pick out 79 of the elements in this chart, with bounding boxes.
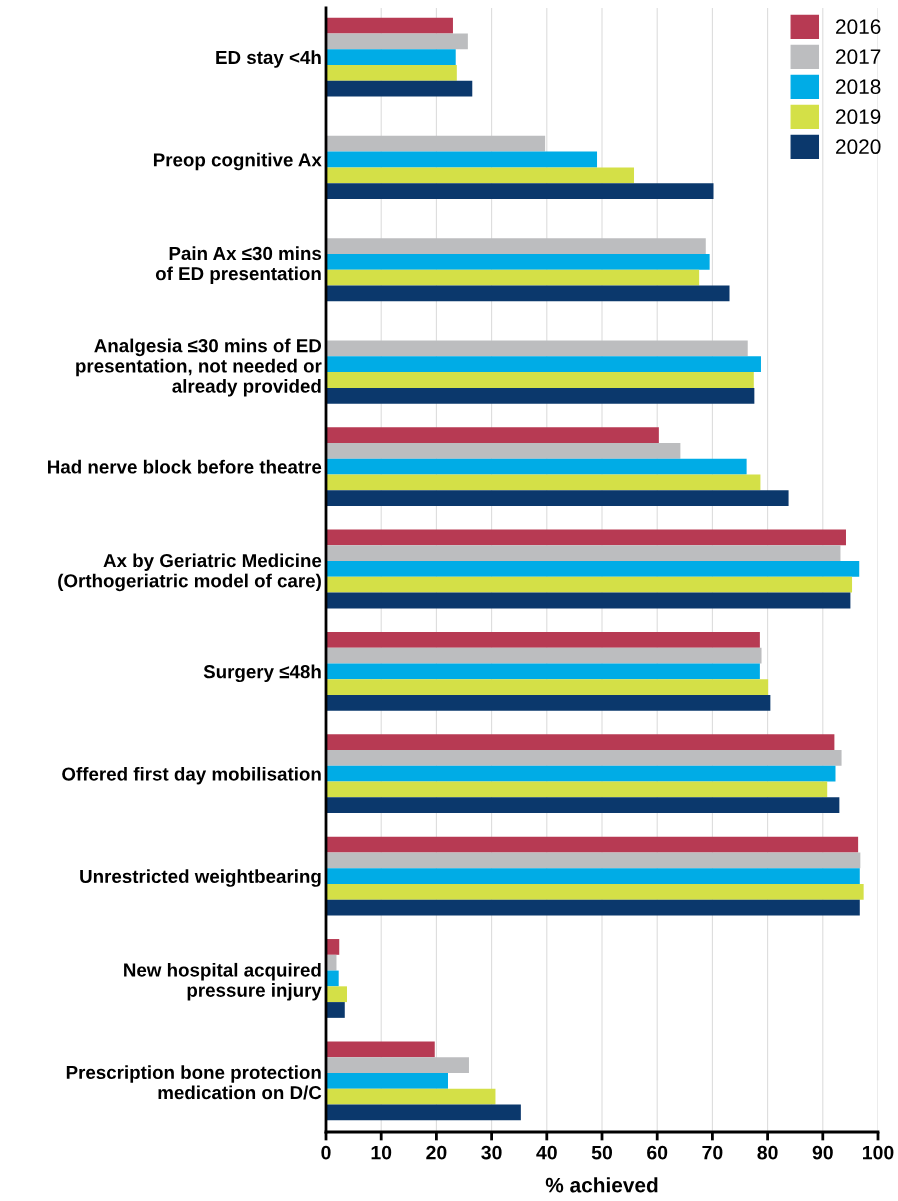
bar xyxy=(326,135,546,152)
y-tick-label: Unrestricted weightbearing xyxy=(80,869,321,887)
x-tick-label: 100 xyxy=(863,1145,894,1160)
bar xyxy=(326,529,846,546)
x-tick-label: 30 xyxy=(481,1145,502,1160)
bar xyxy=(326,781,828,798)
bar xyxy=(326,939,340,955)
bar xyxy=(326,852,861,869)
y-tick-label: Prescription bone protection medication on D/C xyxy=(66,1065,322,1100)
bar xyxy=(326,750,842,766)
bar xyxy=(326,238,706,254)
y-tick-label: Surgery ≤48h xyxy=(203,664,321,683)
bar xyxy=(326,372,754,388)
legend-label: 2017 xyxy=(836,49,881,65)
y-tick-label: Ax by Geriatric Medicine (Orthogeriatric model of care) xyxy=(58,553,322,592)
x-tick-label: 80 xyxy=(757,1145,778,1160)
y-tick-label: Preop cognitive Ax xyxy=(153,152,322,171)
bar xyxy=(326,545,841,562)
bar xyxy=(326,17,453,34)
x-tick-label: 10 xyxy=(371,1145,392,1160)
bar xyxy=(326,285,730,302)
bar xyxy=(326,1002,345,1018)
x-tick-label: 50 xyxy=(591,1145,613,1160)
bar xyxy=(326,183,714,199)
bar xyxy=(326,647,762,664)
bar xyxy=(326,576,853,593)
x-tick-label: 20 xyxy=(426,1145,447,1160)
bar xyxy=(326,33,468,50)
y-tick-label: New hospital acquired pressure injury xyxy=(124,962,322,1001)
bar xyxy=(326,631,760,648)
bar xyxy=(326,65,457,81)
y-tick-label: ED stay <4h xyxy=(216,50,321,68)
bar xyxy=(326,1088,496,1105)
bar xyxy=(326,765,836,782)
bar xyxy=(326,442,681,459)
x-axis-title: % achieved xyxy=(545,1177,658,1193)
bar xyxy=(326,474,761,491)
bar xyxy=(326,1072,448,1089)
bar xyxy=(326,1104,521,1121)
bar xyxy=(326,694,771,711)
bar xyxy=(326,797,840,814)
bar xyxy=(326,356,761,373)
bar xyxy=(326,663,760,680)
bar xyxy=(326,836,859,853)
legend-label: 2016 xyxy=(836,19,881,35)
x-tick-label: 40 xyxy=(536,1145,557,1160)
bar xyxy=(326,1057,469,1073)
bar xyxy=(326,561,860,577)
bar xyxy=(326,269,700,286)
x-tick-label: 70 xyxy=(702,1145,723,1160)
y-tick-label: Pain Ax ≤30 mins of ED presentation xyxy=(155,246,322,285)
legend-label: 2018 xyxy=(836,79,881,95)
bar xyxy=(326,883,864,900)
y-tick-label: Analgesia ≤30 mins of ED presentation, not needed or already provided xyxy=(76,338,322,397)
bar xyxy=(326,427,659,443)
x-tick-label: 60 xyxy=(647,1145,668,1160)
bar xyxy=(326,734,835,751)
bar xyxy=(326,340,748,357)
bar xyxy=(326,679,769,695)
bar xyxy=(326,49,456,66)
y-tick-label: Offered first day mobilisation xyxy=(62,766,321,785)
x-tick-label: 90 xyxy=(812,1145,833,1160)
bar xyxy=(326,970,339,987)
bar xyxy=(326,458,747,475)
bar xyxy=(326,899,860,916)
legend-label: 2019 xyxy=(836,109,881,125)
bar xyxy=(326,387,755,404)
bar xyxy=(326,986,347,1003)
bar xyxy=(326,167,635,184)
x-tick-label: 0 xyxy=(321,1145,331,1160)
bar xyxy=(326,80,473,97)
bar xyxy=(326,253,710,270)
bar xyxy=(326,1041,435,1058)
bar xyxy=(326,151,598,168)
bar xyxy=(326,868,860,884)
bar xyxy=(326,490,789,507)
bar xyxy=(326,592,851,609)
y-tick-label: Had nerve block before theatre xyxy=(48,459,322,474)
legend-label: 2020 xyxy=(836,139,881,155)
